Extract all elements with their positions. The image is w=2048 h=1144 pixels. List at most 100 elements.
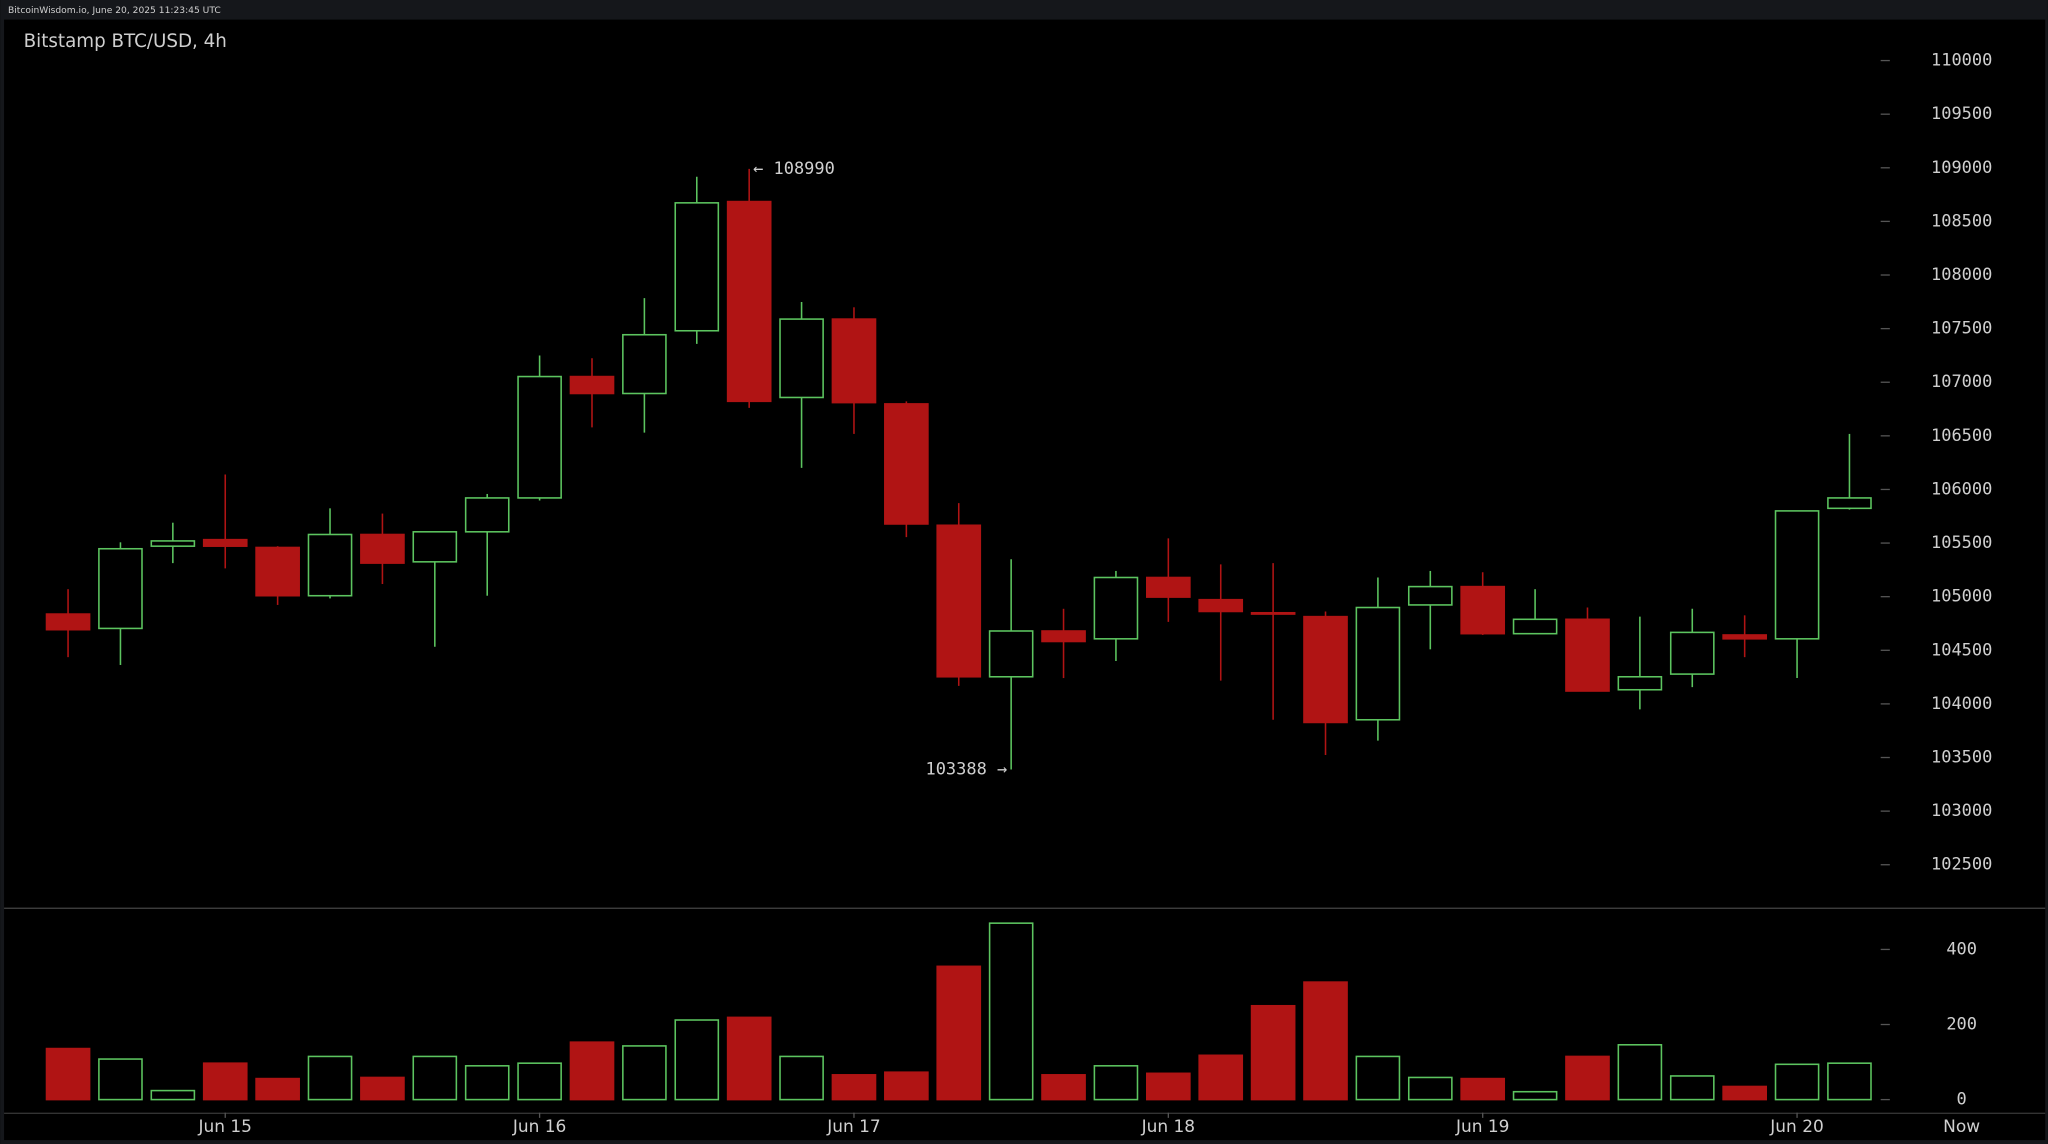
candle-body [1617,675,1663,691]
x-tick-label: Jun 17 [826,1117,881,1137]
y-tick-label: 109500 [1931,104,1992,124]
volume-bar [936,965,982,1101]
x-tick-label: Jun 19 [1455,1117,1510,1137]
volume-bar [1827,1062,1872,1101]
volume-bar [150,1089,196,1101]
candle-body [202,538,248,547]
volume-bar [726,1016,772,1101]
volume-bar [1041,1074,1086,1101]
volume-bar [779,1055,824,1101]
volume-bar [517,1062,562,1101]
y-tick-label: 105500 [1931,533,1992,553]
candle-body [150,540,196,547]
x-tick-label: Jun 20 [1769,1117,1824,1137]
candle-body [1407,585,1453,606]
header: BitcoinWisdom.io, June 20, 2025 11:23:45… [8,6,221,16]
candle-body [1093,576,1139,640]
candle-body [1512,618,1558,635]
volume-bar [255,1077,300,1101]
volume-bar [674,1019,720,1101]
volume-bar [1565,1055,1610,1101]
candle-body [1355,606,1401,721]
volume-bar [884,1071,929,1101]
volume-bar [988,922,1034,1101]
volume-bar [412,1055,458,1101]
volume-bar [1722,1085,1767,1101]
candle-body [884,403,929,525]
y-tick-label: 110000 [1931,51,1992,71]
candle-body [98,547,143,630]
volume-bar [1198,1054,1244,1101]
x-tick-label: Jun 15 [197,1117,252,1137]
candle-body [1722,634,1767,640]
candle-body [936,524,982,678]
volume-bar [622,1045,667,1101]
y-tick-label: 108500 [1931,211,1992,231]
y-tick-label: 107500 [1931,319,1992,339]
volume-bar [1146,1072,1191,1101]
volume-bar [1460,1077,1506,1101]
volume-bar [1669,1075,1715,1101]
volume-bar [1355,1055,1401,1101]
y-tick-label: 108000 [1931,265,1992,285]
candle-body [674,202,720,332]
candle-body [1774,510,1820,640]
chart-title: Bitstamp BTC/USD, 4h [24,31,227,52]
volume-bar [1774,1063,1820,1101]
volume-bar [831,1074,877,1101]
candle-body [307,533,353,597]
volume-bar [98,1058,143,1101]
y-tick-label: 102500 [1931,855,1992,875]
candle-body [1303,615,1348,724]
annotation: 103388 → [925,760,1007,780]
y-tick-label: 103500 [1931,748,1992,768]
x-end-label: Now [1943,1117,1980,1137]
volume-bar [360,1076,405,1101]
volume-tick-label: 200 [1946,1015,1977,1035]
candle-body [255,546,300,597]
volume-bar [1303,981,1348,1101]
candle-body [1827,497,1872,510]
candle-body [622,333,667,395]
x-tick-label: Jun 18 [1141,1117,1196,1137]
candle-body [1460,585,1506,635]
volume-tick-label: 0 [1957,1090,1967,1110]
y-tick-label: 106500 [1931,426,1992,446]
x-tick-label: Jun 16 [512,1117,567,1137]
candle-body [412,531,458,563]
volume-bar [202,1062,248,1101]
volume-bar [1250,1004,1296,1101]
volume-bar [464,1065,510,1101]
candle-body [1669,631,1715,675]
volume-bar [1407,1076,1453,1101]
volume-bar [1093,1065,1139,1101]
y-tick-label: 105000 [1931,587,1992,607]
y-tick-label: 109000 [1931,158,1992,178]
candle-body [1041,630,1086,643]
candle-body [988,630,1034,678]
candle-body [1146,576,1191,598]
candle-body [779,318,824,399]
y-tick-label: 104500 [1931,640,1992,660]
volume-bar [45,1047,91,1101]
candle-body [360,533,405,564]
candle-body [726,200,772,403]
volume-tick-label: 400 [1946,939,1977,959]
volume-bar [1617,1044,1663,1101]
candle-body [1250,611,1296,615]
volume-bar [1512,1090,1558,1101]
candle-body [1565,618,1610,692]
candle-body [45,613,91,631]
y-tick-label: 106000 [1931,479,1992,499]
volume-bar [569,1041,615,1101]
y-tick-label: 103000 [1931,801,1992,821]
candle-body [464,497,510,533]
y-tick-label: 104000 [1931,694,1992,714]
candle-body [831,318,877,404]
y-tick-label: 107000 [1931,372,1992,392]
volume-bar [307,1055,353,1101]
candle-body [517,375,562,499]
annotation: ← 108990 [753,159,835,179]
candle-body [569,375,615,395]
